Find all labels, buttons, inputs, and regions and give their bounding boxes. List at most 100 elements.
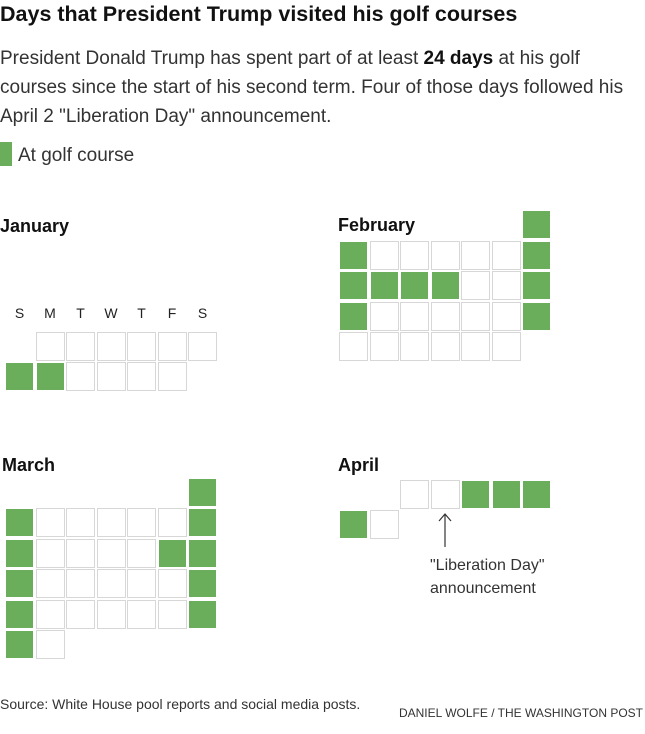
- weekday-label: S: [197, 305, 208, 321]
- day-cell: [35, 569, 65, 598]
- day-cell: [66, 331, 95, 361]
- day-cell: [5, 538, 34, 568]
- legend: At golf course: [0, 142, 134, 167]
- day-cell: [491, 479, 521, 509]
- day-cell: [491, 271, 521, 300]
- day-cell: [127, 508, 156, 537]
- source-note: Source: White House pool reports and soc…: [0, 696, 361, 712]
- day-cell: [96, 362, 126, 391]
- legend-swatch: [0, 142, 12, 166]
- day-cell: [461, 271, 490, 300]
- weekday-label: T: [76, 305, 85, 321]
- day-cell: [35, 538, 65, 568]
- liberation-day-annotation: "Liberation Day" announcement: [430, 557, 545, 597]
- day-cell: [35, 331, 65, 361]
- month-label-april: April: [338, 455, 380, 475]
- day-cell: [96, 569, 126, 598]
- day-cell: [339, 301, 368, 331]
- day-cell: [127, 599, 156, 629]
- day-cell: [369, 510, 399, 539]
- day-cell: [188, 331, 217, 361]
- day-cell: [522, 271, 551, 300]
- subtitle-text: President Donald Trump has spent part of…: [0, 48, 424, 69]
- annotation-arrow: [438, 512, 452, 547]
- day-cell: [188, 477, 217, 507]
- day-cell: [66, 569, 95, 598]
- day-cell: [157, 331, 187, 361]
- weekday-label: W: [104, 305, 118, 321]
- day-cell: [35, 362, 65, 391]
- day-cell: [491, 240, 521, 270]
- weekday-label: M: [44, 305, 56, 321]
- day-cell: [5, 508, 34, 537]
- legend-label: At golf course: [18, 145, 135, 166]
- chart-subtitle: President Donald Trump has spent part of…: [0, 44, 640, 131]
- day-cell: [96, 508, 126, 537]
- day-cell: [430, 301, 460, 331]
- day-cell: [339, 271, 368, 300]
- chart-title: Days that President Trump visited his go…: [0, 2, 518, 26]
- day-cell: [369, 301, 399, 331]
- day-cell: [430, 479, 460, 509]
- day-cell: [96, 599, 126, 629]
- day-cell: [157, 599, 187, 629]
- day-cell: [522, 240, 551, 270]
- day-cell: [188, 538, 217, 568]
- day-cell: [66, 538, 95, 568]
- day-cell: [369, 332, 399, 361]
- day-cell: [96, 331, 126, 361]
- day-cell: [339, 332, 368, 361]
- day-cell: [522, 479, 551, 509]
- day-cell: [127, 331, 156, 361]
- day-cell: [339, 240, 368, 270]
- day-cell: [369, 271, 399, 300]
- day-cell: [430, 271, 460, 300]
- day-cell: [461, 240, 490, 270]
- day-cell: [188, 569, 217, 598]
- weekday-label: T: [137, 305, 146, 321]
- day-cell: [5, 599, 34, 629]
- day-cell: [127, 538, 156, 568]
- day-cell: [430, 332, 460, 361]
- day-cell: [491, 301, 521, 331]
- day-cell: [157, 362, 187, 391]
- weekday-label: S: [14, 305, 25, 321]
- month-label-march: March: [2, 455, 56, 475]
- day-cell: [157, 569, 187, 598]
- day-cell: [66, 362, 95, 391]
- day-cell: [66, 599, 95, 629]
- day-cell: [369, 240, 399, 270]
- day-cell: [400, 332, 429, 361]
- day-cell: [400, 479, 429, 509]
- day-cell: [66, 508, 95, 537]
- month-label-february: February: [338, 215, 416, 235]
- day-cell: [127, 362, 156, 391]
- day-cell: [5, 362, 34, 391]
- day-cell: [522, 301, 551, 331]
- day-cell: [522, 210, 551, 239]
- subtitle-text-end: at his golf courses since the start of h…: [0, 48, 624, 127]
- day-cell: [400, 271, 429, 300]
- day-cell: [188, 599, 217, 629]
- day-cell: [35, 630, 65, 659]
- day-cell: [35, 508, 65, 537]
- day-cell: [96, 538, 126, 568]
- day-cell: [400, 301, 429, 331]
- day-cell: [5, 569, 34, 598]
- day-cell: [5, 630, 34, 659]
- day-cell: [400, 240, 429, 270]
- day-cell: [188, 508, 217, 537]
- day-cell: [339, 510, 368, 539]
- subtitle-highlight: 24 days: [423, 48, 494, 69]
- day-cell: [157, 538, 187, 568]
- month-label-january: January: [0, 216, 70, 236]
- day-cell: [461, 301, 490, 331]
- day-cell: [127, 569, 156, 598]
- weekday-label: F: [167, 305, 177, 321]
- day-cell: [430, 240, 460, 270]
- credit-line: DANIEL WOLFE / THE WASHINGTON POST: [398, 706, 643, 720]
- day-cell: [461, 332, 490, 361]
- day-cell: [157, 508, 187, 537]
- day-cell: [461, 479, 490, 509]
- day-cell: [35, 599, 65, 629]
